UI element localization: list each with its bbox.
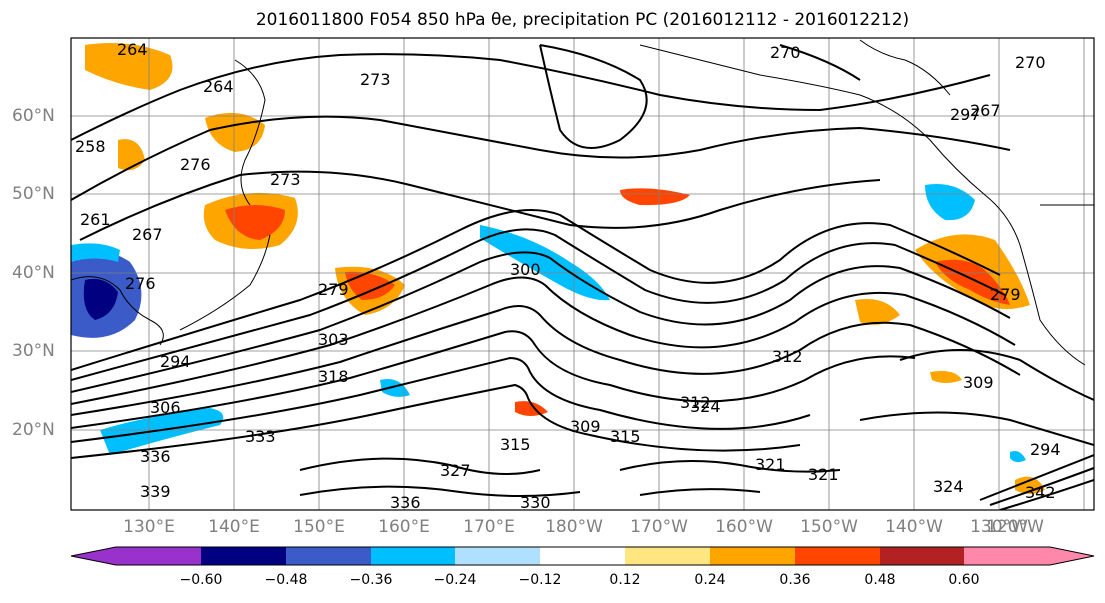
colorbar-segment: [710, 547, 795, 565]
shade-cyan-gulf: [925, 184, 975, 221]
shade-orange-east: [855, 299, 900, 325]
contour-label: 273: [360, 70, 391, 89]
colorbar-tick-label: −0.48: [264, 572, 308, 588]
contour-label: 309: [570, 417, 601, 436]
colorbar-segment: [625, 547, 710, 565]
contour-label: 258: [75, 137, 106, 156]
shade-orange-s1: [930, 371, 962, 383]
contour-label: 267: [132, 225, 163, 244]
contour-label: 303: [318, 330, 349, 349]
map-frame: [70, 37, 1095, 511]
contour-label: 312: [772, 347, 803, 366]
colorbar-segment: [455, 547, 540, 565]
contour-label: 309: [963, 373, 994, 392]
lon-label: 170°E: [463, 517, 515, 537]
lon-label: 160°W: [715, 517, 773, 537]
shade-red-japan: [225, 205, 285, 240]
contour-label: 318: [318, 367, 349, 386]
lon-label: 170°W: [630, 517, 688, 537]
contour-label: 279: [318, 280, 349, 299]
contour-label: 267: [970, 101, 1001, 120]
lon-label: 150°W: [800, 517, 858, 537]
colorbar-outline: [70, 546, 1095, 566]
colorbar-segment: [880, 547, 964, 565]
lat-label: 30°N: [12, 341, 55, 361]
precipitation-shading: [71, 42, 1045, 494]
contour-label: 312: [680, 393, 711, 412]
lon-label: 180°W: [545, 517, 603, 537]
colorbar-segment: [964, 547, 1094, 565]
shade-red-kuril: [345, 271, 395, 300]
contour-label: 270: [1015, 53, 1046, 72]
lon-label: 150°E: [293, 517, 345, 537]
contour-label: 294: [1030, 440, 1061, 459]
colorbar-tick-label: −0.60: [179, 572, 223, 588]
colorbar-segment: [286, 547, 371, 565]
contour-label: 261: [80, 210, 111, 229]
shade-orange-aleutian: [620, 188, 690, 206]
contour-label: 321: [808, 465, 839, 484]
contour-label: 336: [140, 447, 171, 466]
colorbar-tick-label: −0.36: [349, 572, 393, 588]
contour-label: 297: [950, 105, 981, 124]
contour-label: 294: [160, 352, 191, 371]
theta-e-contours: [71, 44, 1094, 510]
shade-red-south: [515, 401, 548, 416]
contour-label: 333: [245, 427, 276, 446]
lon-label: 160°E: [378, 517, 430, 537]
colorbar-segment: [795, 547, 880, 565]
colorbar-segments: [71, 547, 1094, 565]
contour-label: 276: [180, 155, 211, 174]
contour-label: 273: [270, 170, 301, 189]
lon-label: 130°W: [970, 517, 1028, 537]
lon-label: 130°E: [123, 517, 175, 537]
contour-label: 315: [610, 427, 641, 446]
colorbar-tick-label: 0.12: [609, 572, 641, 588]
colorbar-segment: [201, 547, 286, 565]
chart-title: 2016011800 F054 850 hPa θe, precipitatio…: [255, 10, 910, 30]
contour-label: 330: [520, 493, 551, 512]
contour-labels: 264 270 273 264 258 261 267 273 276 279 …: [75, 40, 1061, 512]
colorbar-tick-label: 0.48: [864, 572, 896, 588]
contour-label: 306: [150, 398, 181, 417]
colorbar-segment: [371, 547, 455, 565]
contour-label: 324: [933, 477, 964, 496]
shade-cyan-south2: [380, 379, 410, 397]
lat-label: 50°N: [12, 184, 55, 204]
colorbar-tick-label: 0.24: [694, 572, 726, 588]
lat-label: 60°N: [12, 106, 55, 126]
colorbar-tick-label: 0.36: [779, 572, 811, 588]
contour-label: 327: [440, 461, 471, 480]
shade-darkblue-nw: [83, 278, 118, 320]
contour-label: 315: [500, 435, 531, 454]
colorbar-tick-label: 0.60: [948, 572, 980, 588]
shade-cyan-south1: [100, 408, 224, 455]
lon-label: 120°W: [986, 517, 1044, 537]
lon-label: 140°W: [885, 517, 943, 537]
contour-label: 321: [755, 455, 786, 474]
colorbar-segment: [71, 547, 201, 565]
contour-label: 300: [510, 260, 541, 279]
shade-orange-se: [1015, 476, 1045, 494]
contour-label: 264: [117, 40, 148, 59]
lat-label: 40°N: [12, 263, 55, 283]
shade-cyan-nw: [71, 243, 120, 262]
colorbar-segment: [540, 547, 625, 565]
contour-label: 276: [125, 274, 156, 293]
colorbar-tick-label: −0.12: [518, 572, 562, 588]
map-panel: 264 270 273 264 258 261 267 273 276 279 …: [70, 37, 1095, 512]
contour-label: 342: [1025, 483, 1056, 502]
lon-label: 140°E: [208, 517, 260, 537]
contour-label: 336: [390, 493, 421, 512]
colorbar-tick-label: −0.24: [433, 572, 477, 588]
shade-cyan-dateline: [480, 225, 610, 301]
shade-cyan-south3: [1010, 451, 1026, 463]
contour-label: 279: [990, 285, 1021, 304]
contour-label: 324: [690, 397, 721, 416]
lat-label: 20°N: [12, 420, 55, 440]
contour-label: 339: [140, 482, 171, 501]
shade-orange-north1: [85, 42, 173, 90]
contour-label: 264: [203, 77, 234, 96]
contour-label: 270: [770, 43, 801, 62]
